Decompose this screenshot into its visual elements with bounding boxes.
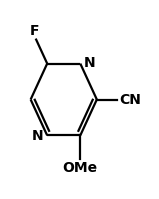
Text: N: N	[84, 56, 95, 70]
Text: F: F	[30, 24, 39, 38]
Text: N: N	[32, 129, 44, 143]
Text: OMe: OMe	[63, 161, 98, 175]
Text: CN: CN	[119, 93, 141, 106]
